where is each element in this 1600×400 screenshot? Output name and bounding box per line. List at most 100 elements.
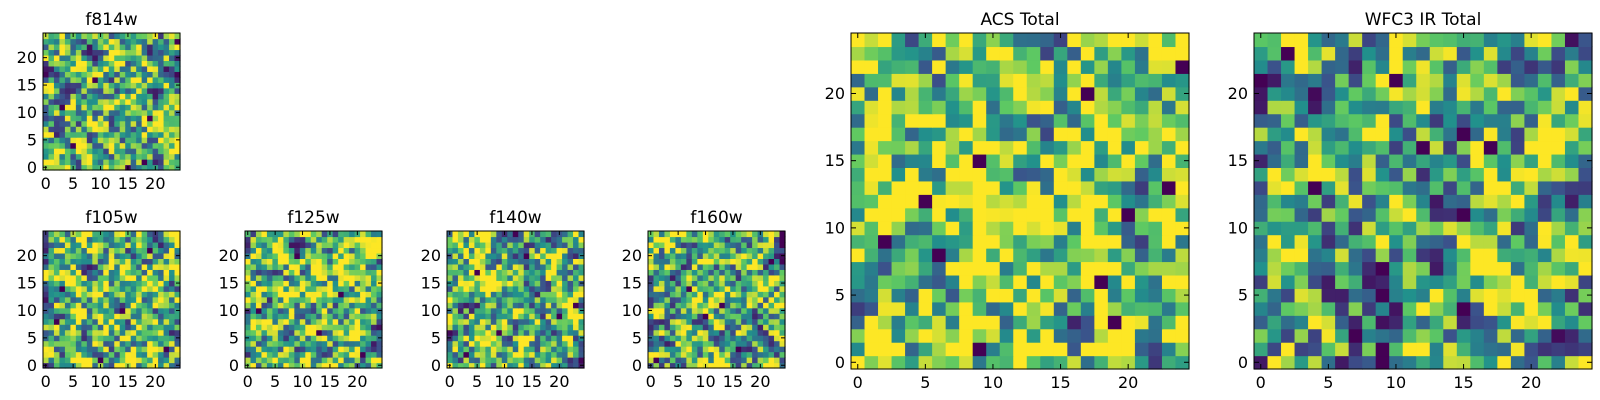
heatmap-cell [1175,261,1190,276]
heatmap-cell [299,346,306,353]
heatmap-cell [501,296,508,303]
heatmap-cell [768,346,775,353]
heatmap-cell [114,104,121,111]
heatmap-cell [1121,248,1136,263]
heatmap-cell [746,335,753,342]
heatmap-cell [1175,167,1190,182]
heatmap-cell [757,236,764,243]
heatmap-cell [556,346,563,353]
heatmap-cell [152,296,159,303]
heatmap-cell [713,307,720,314]
heatmap-cell [763,340,770,347]
heatmap-cell [125,263,132,270]
heatmap-cell [169,33,176,40]
heatmap-cell [735,324,742,331]
heatmap-cell [125,340,132,347]
heatmap-cell [130,351,137,358]
heatmap-cell [1537,315,1553,330]
heatmap-cell [354,291,361,298]
heatmap-cell [878,86,893,101]
heatmap-cell [468,346,475,353]
heatmap-cell [305,335,312,342]
heatmap-cell [130,335,137,342]
heatmap-cell [1134,301,1150,316]
heatmap-cell [43,131,50,138]
heatmap-cell [457,231,465,238]
heatmap-cell [1362,234,1377,249]
heatmap-cell [141,49,148,56]
heatmap-cell [864,207,879,222]
heatmap-cell [1053,180,1068,195]
heatmap-cell [551,285,558,292]
heatmap-cell [959,288,974,303]
heatmap-cell [746,313,753,320]
heatmap-cell [1094,86,1109,101]
heatmap-cell [81,285,88,292]
heatmap-cell [86,98,93,105]
heatmap-cell [1134,261,1150,276]
heatmap-cell [103,142,110,149]
heatmap-cell [708,252,715,259]
heatmap-cell [573,307,580,314]
heatmap-cell [245,313,252,320]
heatmap-cell [294,263,301,270]
heatmap-cell [1026,274,1041,289]
heatmap-cell [158,126,165,133]
heatmap-cell [294,280,301,287]
heatmap-cell [332,231,339,238]
heatmap-cell [1175,46,1190,61]
heatmap-cell [103,98,110,105]
heatmap-cell [1067,100,1082,115]
heatmap-cell [1497,221,1512,236]
heatmap-cell [972,153,987,168]
heatmap-cell [1121,342,1136,357]
heatmap-cell [261,313,268,320]
heatmap-cell [1456,342,1471,357]
heatmap-cell [1456,207,1471,222]
heatmap-cell [277,307,284,314]
heatmap-cell [878,221,893,236]
heatmap-cell [163,60,170,67]
heatmap-cell [114,76,121,83]
heatmap-cell [261,324,268,331]
heatmap-cell [512,307,519,314]
heatmap-cell [365,335,372,342]
heatmap-cell [1335,328,1350,343]
heatmap-cell [354,280,361,287]
heatmap-cell [719,241,726,249]
heatmap-cell [562,274,569,281]
heatmap-cell [512,231,519,238]
heatmap-cell [130,313,137,320]
heatmap-cell [43,71,50,78]
heatmap-cell [648,247,655,254]
heatmap-cell [158,159,165,166]
heatmap-cell [757,269,764,276]
heatmap-cell [1564,261,1580,276]
heatmap-cell [53,120,61,127]
heatmap-cell [288,340,295,347]
heatmap-cell [1537,46,1553,61]
heatmap-cell [1375,328,1390,343]
heatmap-cell [1107,113,1122,128]
heatmap-cell [277,285,284,292]
heatmap-cell [713,351,720,358]
heatmap-cell [573,258,580,265]
heatmap-cell [724,296,731,303]
heatmap-cell [81,236,88,243]
heatmap-cell [474,258,481,265]
heatmap-cell [1348,100,1363,115]
heatmap-cell [163,263,170,270]
heatmap-cell [1026,140,1041,155]
heatmap-cell [518,263,525,270]
heatmap-cell [97,120,104,127]
y-tick-label: 10 [622,301,642,320]
heatmap-cell [125,153,132,160]
heatmap-cell [130,159,137,166]
heatmap-cell [1578,153,1593,168]
heatmap-cell [1121,194,1136,209]
heatmap-cell [59,54,66,61]
heatmap-cell [697,274,704,281]
heatmap-cell [534,329,541,336]
heatmap-cell [332,247,339,254]
heatmap-cell [136,43,143,51]
